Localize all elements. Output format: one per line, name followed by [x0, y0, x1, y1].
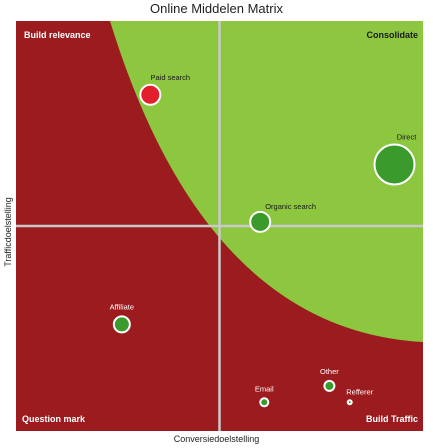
data-point-affiliate [112, 315, 131, 334]
data-label-direct: Direct [397, 133, 418, 142]
quadrant-label-top-right: Consolidate [366, 30, 418, 40]
data-label-organic-search: Organic search [265, 202, 316, 211]
quadrant-label-bottom-right: Build Traffic [366, 414, 418, 424]
data-label-other: Other [320, 367, 339, 376]
quadrant-label-top-left: Build relevance [24, 30, 91, 40]
data-points: Paid search Direct Organic search Affiliate… [110, 73, 418, 408]
data-point-direct [373, 143, 416, 186]
data-point-other [323, 379, 336, 392]
data-point-paid-search [139, 83, 162, 106]
x-axis-label: Conversiedoelstelling [173, 434, 260, 444]
data-label-paid-search: Paid search [151, 73, 191, 82]
data-point-organic-search [249, 210, 272, 233]
data-point-email [259, 397, 270, 408]
data-label-refferer: Refferer [346, 387, 373, 396]
data-label-affiliate: Affiliate [110, 302, 134, 311]
data-point-refferer [346, 399, 353, 406]
consolidate-region [110, 21, 423, 342]
data-label-email: Email [255, 384, 274, 393]
quadrant-label-bottom-left: Question mark [22, 414, 86, 424]
chart-title: Online Middelen Matrix [150, 1, 283, 16]
y-axis-label: Trafficdoelstelling [3, 197, 13, 267]
